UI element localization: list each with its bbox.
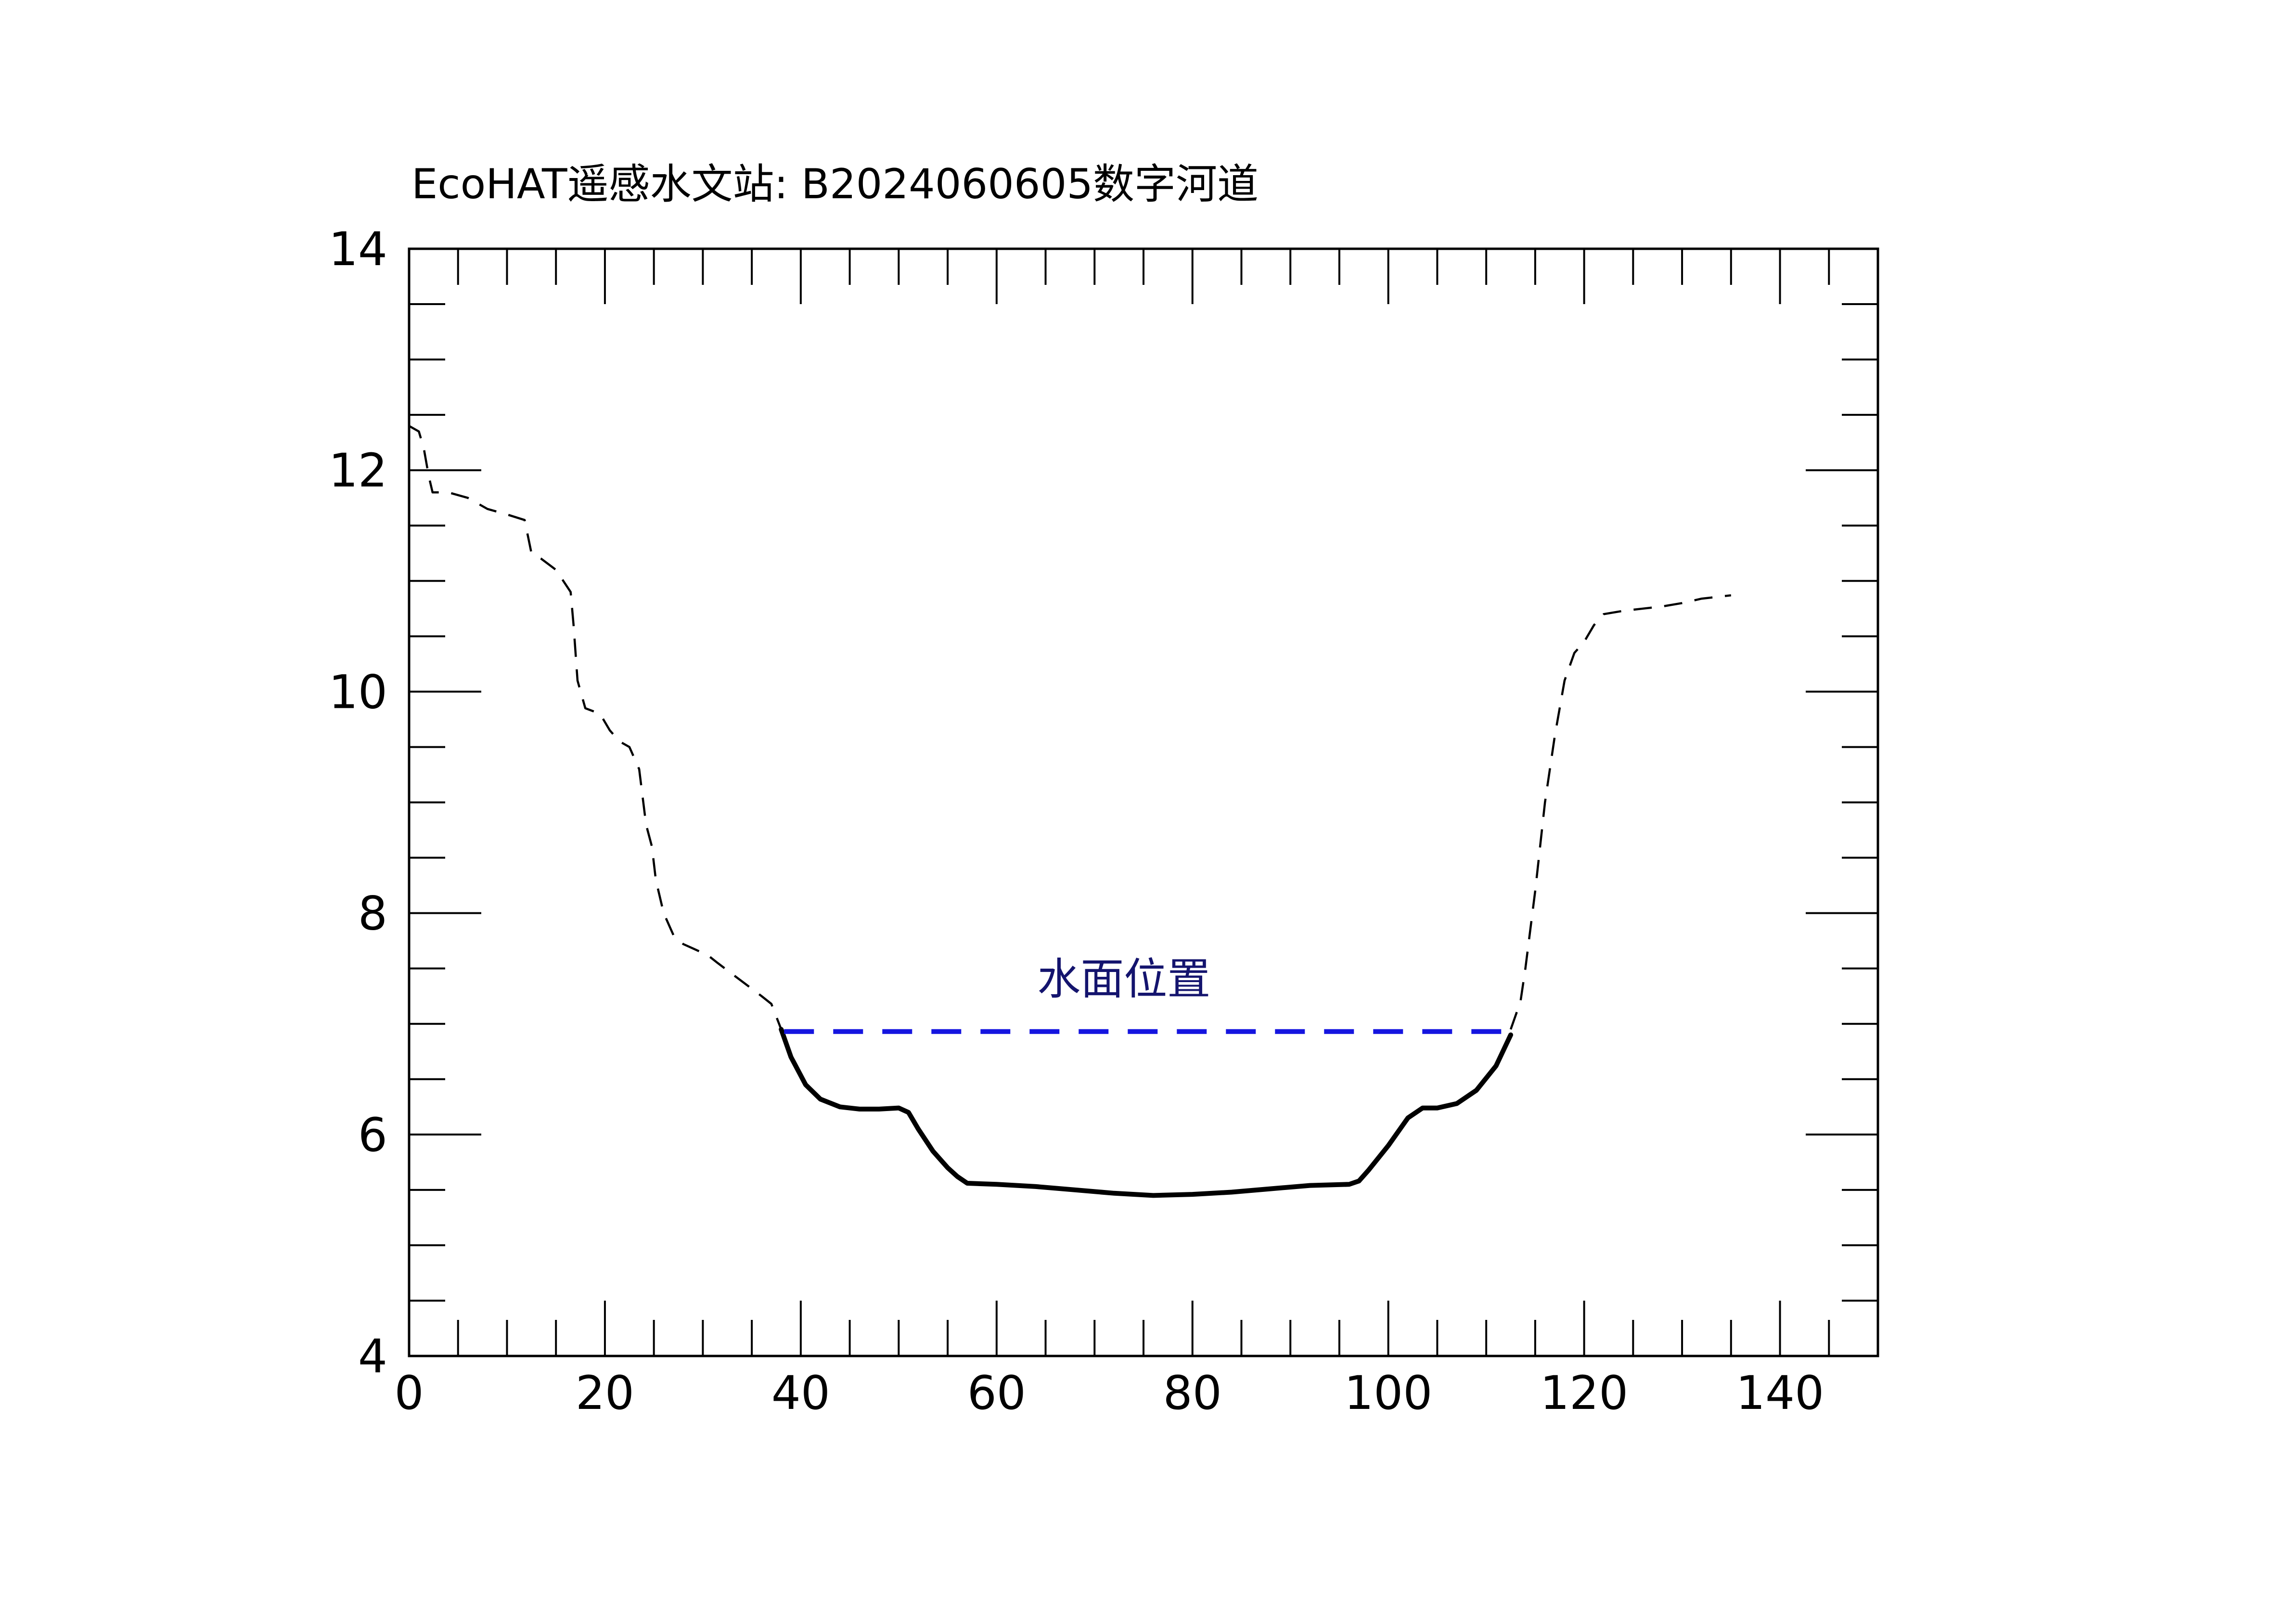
x-tick-label: 60 [967,1366,1026,1420]
x-axis-tick-labels: 0 20 40 60 80 100 120 140 [394,1366,1824,1420]
y-tick-label: 10 [329,665,387,719]
axis-ticks [409,249,1878,1356]
y-tick-label: 6 [358,1108,387,1162]
x-tick-label: 20 [576,1366,634,1420]
profile-series [408,425,1732,1198]
x-tick-label: 140 [1736,1366,1824,1420]
x-tick-label: 0 [394,1366,424,1420]
water-level-label: 水面位置 [1037,954,1210,1005]
x-tick-label: 100 [1344,1366,1432,1420]
water-level-layer: 水面位置 [784,954,1513,1034]
y-tick-label: 14 [329,222,387,276]
plot-frame [408,247,1879,1357]
y-tick-label: 8 [358,887,387,941]
x-tick-label: 120 [1540,1366,1628,1420]
riverbed-underwater-line [779,1027,1513,1198]
chart-title: EcoHAT遥感水文站: B2024060605数字河道 [411,160,1259,208]
x-tick-label: 80 [1163,1366,1222,1420]
riverbank-profile-line [408,425,783,1030]
y-tick-label: 4 [358,1330,387,1383]
y-tick-label: 12 [329,444,387,498]
x-tick-label: 40 [771,1366,830,1420]
y-axis-tick-labels: 4 6 8 10 12 14 [329,222,387,1383]
riverbank-profile-line [1509,594,1732,1030]
